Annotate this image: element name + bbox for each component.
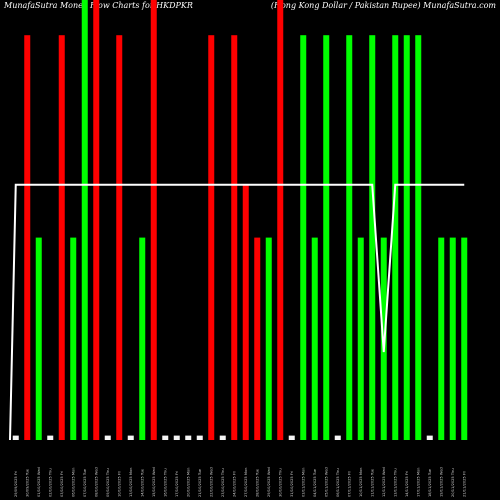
x-tick-label: 18/11/2025 Tue (428, 468, 432, 497)
bar-20251020 (185, 435, 192, 440)
x-tick-label: 17/11/2025 Mon (416, 468, 420, 497)
bar-20251024 (231, 35, 238, 440)
bar-20251017 (173, 435, 180, 440)
x-tick-label: 19/11/2025 Wed (439, 467, 443, 497)
x-tick-label: 22/10/2025 Wed (209, 467, 213, 497)
x-tick-label: 14/11/2025 Fri (405, 471, 409, 497)
x-tick-label: 28/10/2025 Tue (255, 468, 259, 497)
x-tick-label: 21/10/2025 Tue (198, 468, 202, 497)
bar-20251022 (208, 35, 215, 440)
x-tick-label: 20/10/2025 Mon (186, 468, 190, 497)
bar-20251104 (311, 237, 318, 440)
x-tick-label: 07/11/2025 Fri (347, 471, 351, 497)
x-tick-label: 27/10/2025 Mon (244, 468, 248, 497)
x-tick-label: 17/10/2025 Fri (175, 471, 179, 497)
x-tick-label: 10/10/2025 Fri (117, 471, 121, 497)
x-tick-label: 09/10/2025 Thu (106, 468, 110, 497)
bar-20251027 (242, 184, 249, 440)
x-tick-label: 23/10/2025 Thu (221, 468, 225, 497)
line-series (9, 183, 465, 441)
bar-20250930 (24, 35, 31, 440)
x-tick-labels: 29/09/2025 Fri 30/09/2025 Tue 01/10/2025 W… (14, 467, 467, 497)
bar-20251006 (70, 237, 77, 440)
x-tick-label: 06/11/2025 Thu (336, 468, 340, 497)
bar-20250929 (12, 435, 19, 440)
bar-20251014 (139, 237, 146, 440)
x-tick-label: 20/11/2025 Thu (451, 468, 455, 497)
x-tick-label: 30/10/2025 Thu (278, 468, 282, 497)
x-tick-label: 14/10/2025 Tue (140, 468, 144, 497)
bar-20251103 (300, 35, 307, 440)
bar-20251031 (288, 435, 295, 440)
bar-20251120 (449, 237, 456, 440)
x-tick-label: 11/11/2025 Tue (370, 468, 374, 497)
x-tick-label: 12/11/2025 Wed (382, 467, 386, 497)
bar-20251008 (93, 0, 100, 440)
bar-20251023 (219, 435, 226, 440)
bar-20251121 (461, 237, 468, 440)
bar-20251105 (323, 35, 330, 440)
bar-20251029 (265, 237, 272, 440)
bar-20251015 (150, 0, 157, 440)
x-tick-label: 13/11/2025 Thu (393, 468, 397, 497)
x-tick-label: 13/10/2025 Mon (129, 468, 133, 497)
x-tick-label: 04/11/2025 Tue (313, 468, 317, 497)
bar-20251119 (438, 237, 445, 440)
bar-20251003 (58, 35, 65, 440)
bar-series (12, 0, 468, 440)
bar-20251001 (35, 237, 42, 440)
bar-20251030 (277, 0, 284, 440)
x-tick-label: 10/11/2025 Mon (359, 468, 363, 497)
bar-20251002 (47, 435, 54, 440)
x-tick-label: 21/11/2025 Fri (462, 471, 466, 497)
bar-20251106 (334, 435, 341, 440)
x-tick-label: 01/10/2025 Wed (37, 467, 41, 497)
x-tick-label: 31/10/2025 Fri (290, 471, 294, 497)
x-tick-label: 29/10/2025 Wed (267, 467, 271, 497)
bar-20251013 (127, 435, 134, 440)
bar-20251028 (254, 237, 261, 440)
x-tick-label: 03/11/2025 Mon (301, 468, 305, 497)
x-tick-label: 15/10/2025 Wed (152, 467, 156, 497)
x-tick-label: 06/10/2025 Mon (71, 468, 75, 497)
bar-20251117 (415, 35, 422, 440)
x-tick-label: 02/10/2025 Thu (48, 468, 52, 497)
bar-20251111 (369, 35, 376, 440)
bar-20251114 (403, 35, 410, 440)
x-tick-label: 05/11/2025 Wed (324, 467, 328, 497)
x-tick-label: 16/10/2025 Thu (163, 468, 167, 497)
bar-20251010 (116, 35, 123, 440)
bar-20251021 (196, 435, 203, 440)
bar-20251007 (81, 0, 88, 440)
x-tick-label: 24/10/2025 Fri (232, 471, 236, 497)
x-tick-label: 03/10/2025 Fri (60, 471, 64, 497)
bar-20251113 (392, 35, 399, 440)
bar-20251107 (346, 35, 353, 440)
x-tick-label: 29/09/2025 Fri (14, 471, 18, 497)
x-tick-label: 07/10/2025 Tue (83, 468, 87, 497)
bar-20251009 (104, 435, 111, 440)
bar-20251016 (162, 435, 169, 440)
x-tick-label: 30/09/2025 Tue (25, 468, 29, 497)
bar-20251110 (357, 237, 364, 440)
x-tick-label: 08/10/2025 Wed (94, 467, 98, 497)
chart-header-right: (Hong Kong Dollar / Pakistan Rupee) Muna… (271, 1, 497, 10)
bar-20251118 (426, 435, 433, 440)
money-flow-line (9, 183, 465, 441)
